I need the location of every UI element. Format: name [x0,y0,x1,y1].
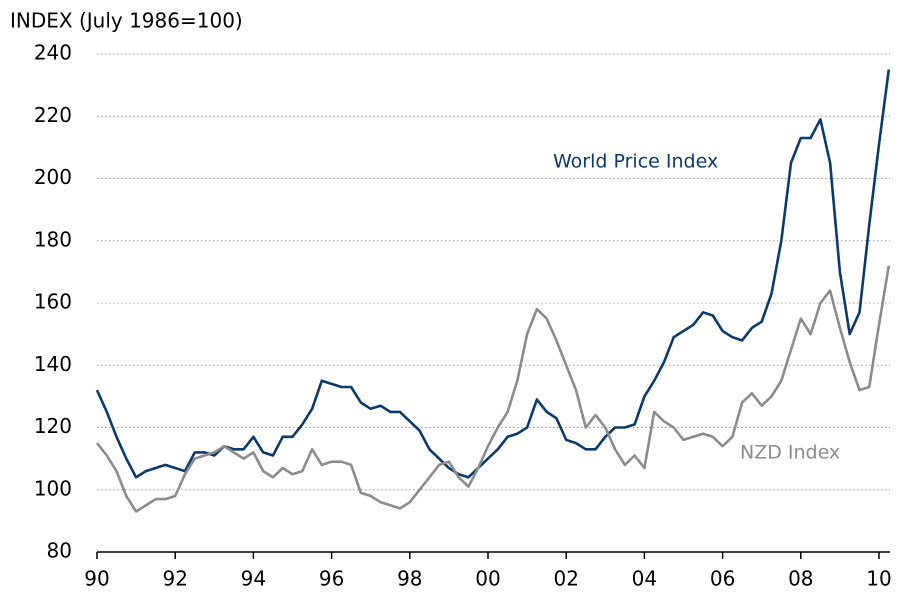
y-tick-label: 220 [34,103,72,127]
series-label: World Price Index [553,151,718,173]
chart-title: INDEX (July 1986=100) [10,9,243,33]
y-tick-label: 140 [34,352,72,376]
y-tick-label: 100 [34,476,72,500]
y-tick-label: 120 [34,414,72,438]
x-tick-label: 02 [553,567,578,591]
y-tick-label: 80 [47,539,72,563]
x-tick-label: 10 [866,567,891,591]
y-tick-label: 180 [34,227,72,251]
x-tick-label: 94 [241,567,266,591]
x-tick-label: 00 [475,567,500,591]
y-tick-label: 200 [34,165,72,189]
x-tick-label: 96 [319,567,344,591]
series-line [95,265,891,513]
x-tick-label: 04 [632,567,657,591]
x-tick-label: 08 [788,567,813,591]
series-line [95,69,891,479]
y-tick-label: 160 [34,290,72,314]
x-tick-label: 98 [397,567,422,591]
series-label: NZD Index [740,442,840,464]
x-tick-label: 90 [84,567,109,591]
x-tick-label: 06 [710,567,735,591]
y-tick-label: 240 [34,41,72,65]
x-tick-label: 92 [162,567,187,591]
